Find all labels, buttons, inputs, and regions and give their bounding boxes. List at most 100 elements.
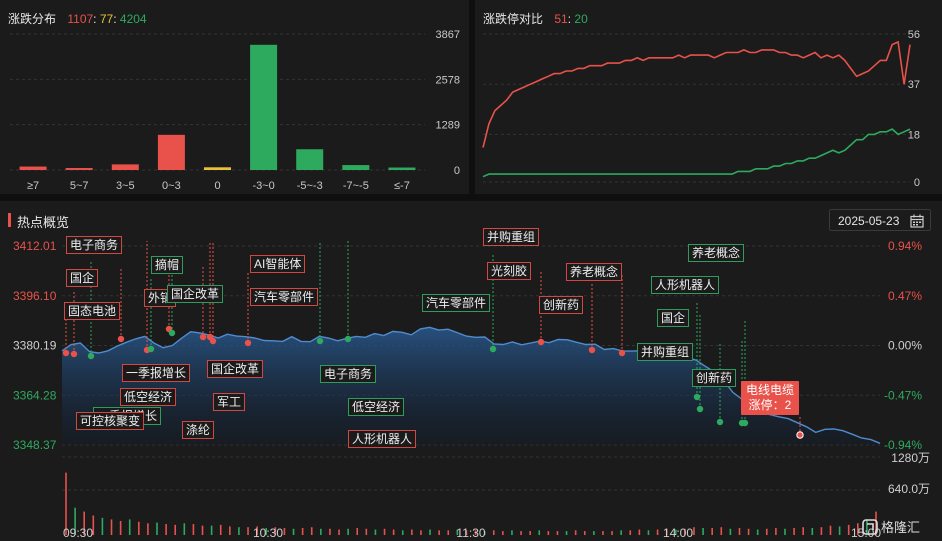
concept-tag[interactable]: 并购重组 [483,228,540,246]
concept-tag[interactable]: 创新药 [539,296,584,314]
concept-tag[interactable]: 人形机器人 [348,430,417,448]
limit-down-count: 20 [574,12,588,26]
volume-bar [520,531,522,535]
volume-bar [329,528,331,535]
concept-tag[interactable]: 光刻胶 [487,262,532,280]
volume-mid-label: 640.0万 [888,482,930,496]
hotspot-panel: 热点概览 2025-05-23 3412.01 0.94% 3396.10 0.47%… [0,201,942,541]
concept-tag[interactable]: 电子商务 [320,365,377,383]
concept-tag[interactable]: 国企改革 [207,360,264,378]
concept-tag[interactable]: 电子商务 [66,236,123,254]
date-picker[interactable]: 2025-05-23 [829,209,931,231]
y-right-label: 0.00% [888,339,922,353]
volume-bar [738,527,741,535]
volume-bar [338,529,340,535]
volume-bar [101,517,104,535]
concept-tag[interactable]: 可控核聚变 [76,412,145,430]
limit-up-tooltip: 电线电缆 涨停：2 [741,381,800,415]
tag-marker-dot [244,339,252,347]
x-category-label: -5~-3 [297,180,323,192]
distribution-bar [204,167,231,170]
limit-up-count: 51 [554,12,568,26]
y-left-label: 3412.01 [13,239,57,253]
hotspot-title: 热点概览 [17,215,70,230]
tag-marker-dot [716,418,724,426]
concept-tag[interactable]: AI智能体 [250,255,306,273]
concept-tag[interactable]: 国企 [657,309,690,327]
volume-bar [556,531,559,535]
volume-bar [529,531,531,535]
concept-tag[interactable]: 人形机器人 [651,276,720,294]
concept-tag[interactable]: 汽车零部件 [250,288,319,306]
tag-marker-dot [618,349,626,357]
concept-tag[interactable]: 摘帽 [151,256,184,274]
volume-bar [429,529,431,535]
volume-bar [784,528,786,535]
volume-bar [838,526,841,535]
volume-bar [238,527,240,535]
volume-max-label: 1280万 [891,451,930,465]
volume-bar [602,531,604,535]
volume-bar [829,525,832,535]
concept-tag[interactable]: 并购重组 [637,343,694,361]
tooltip-name: 电线电缆 [746,383,795,397]
concept-tag[interactable]: 国企改革 [167,285,224,303]
volume-bar [765,528,768,535]
limit-title: 涨跌停对比 [483,12,544,26]
y-tick-label: 37 [908,79,920,91]
concept-tag[interactable]: 低空经济 [120,388,177,406]
logo-text: 格隆汇 [881,520,921,535]
tag-marker-dot [344,335,352,343]
distribution-bar [342,165,370,170]
concept-tag[interactable]: 汽车零部件 [422,294,491,312]
volume-bar [229,526,231,535]
concept-tag[interactable]: 军工 [213,393,246,411]
y-right-label: 0.94% [888,239,922,253]
tag-marker-dot [537,338,545,346]
concept-tag[interactable]: 国企 [66,269,99,287]
volume-bar [656,529,659,535]
logo-icon [862,518,878,535]
volume-bar [775,527,777,535]
tag-marker-dot [209,337,217,345]
tag-marker-dot [693,393,701,401]
volume-bar [365,528,368,535]
tag-marker-dot [147,345,155,353]
limit-chart: 56 37 18 0 [482,29,920,189]
concept-tag[interactable]: 低空经济 [348,398,405,416]
concept-tag[interactable]: 一季报增长 [122,364,191,382]
volume-bar [83,511,86,535]
tag-marker-dot [741,419,749,427]
volume-bar [447,530,450,535]
y-tick-label: 0 [914,177,920,189]
y-right-label: 0.47% [888,289,922,303]
distribution-bar [19,166,47,170]
volume-bar [119,520,122,535]
tag-marker-dot [199,333,207,341]
volume-bar [383,528,386,535]
distribution-panel: 涨跌分布 1107: 77: 4204 3867 2578 1289 0 ≥7 5~7 3~… [0,0,469,194]
volume-bar [165,524,167,535]
concept-tag[interactable]: 养老概念 [688,244,745,262]
volume-bar [247,527,249,535]
x-category-label: ≥7 [27,180,39,192]
calendar-icon[interactable] [910,214,924,228]
x-category-label: -3~0 [252,180,274,192]
concept-tag[interactable]: 固态电池 [64,302,121,320]
distribution-title: 涨跌分布 [8,12,57,26]
concept-tag[interactable]: 外销 [144,289,177,307]
limit-panel: 涨跌停对比 51: 20 56 37 18 0 [475,0,942,194]
volume-bar [802,527,804,535]
volume-bar [665,528,668,535]
concept-tag[interactable]: 涤纶 [182,421,215,439]
volume-bar [74,507,76,535]
distribution-bar [65,168,93,170]
distribution-bar [388,167,416,170]
volume-bar [310,527,313,535]
concept-tag[interactable]: 养老概念 [566,263,623,281]
volume-bar [856,523,859,535]
volume-bar [674,529,677,535]
volume-bar [138,521,140,535]
flat-count: 77 [99,12,114,26]
concept-tag[interactable]: 创新药 [692,369,737,387]
